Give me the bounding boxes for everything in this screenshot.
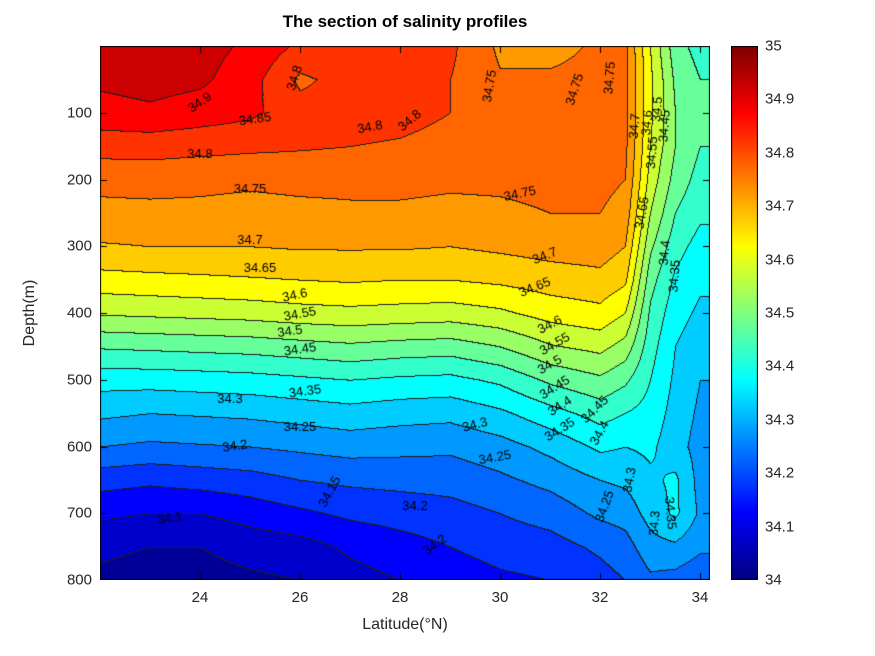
- y-tick-label: 200: [66, 171, 92, 188]
- colorbar-tick-label: 34: [765, 571, 782, 589]
- colorbar-tick-label: 34.7: [765, 197, 795, 215]
- x-tick-label: 34: [691, 589, 709, 606]
- colorbar-tick-label: 34.9: [765, 90, 795, 108]
- x-tick-label: 28: [391, 589, 409, 606]
- colorbar-tick-label: 34.2: [765, 464, 795, 482]
- x-tick-label: 26: [291, 589, 309, 606]
- colorbar-canvas: [731, 46, 758, 580]
- x-tick-label: 30: [491, 589, 509, 606]
- x-axis-label: Latitude(°N): [362, 616, 448, 633]
- y-tick-label: 400: [66, 304, 92, 322]
- y-tick-label: 700: [66, 504, 92, 522]
- colorbar-tick-label: 34.6: [765, 251, 795, 269]
- colorbar-tick-label: 34.5: [765, 304, 795, 322]
- y-tick-label: 500: [66, 371, 92, 389]
- chart-title: The section of salinity profiles: [282, 12, 528, 31]
- colorbar-tick-label: 35: [765, 37, 782, 55]
- y-tick-label: 100: [66, 104, 92, 122]
- colorbar-tick-label: 34.1: [765, 518, 795, 536]
- contour-plot-canvas: [100, 46, 710, 580]
- y-axis-label: Depth(m): [21, 279, 38, 347]
- colorbar-tick-label: 34.3: [765, 411, 795, 429]
- colorbar-tick-label: 34.8: [765, 144, 795, 162]
- x-tick-label: 24: [191, 589, 209, 606]
- y-tick-label: 800: [66, 571, 92, 589]
- colorbar-tick-label: 34.4: [765, 357, 795, 375]
- y-tick-label: 600: [66, 438, 92, 455]
- y-tick-label: 300: [66, 237, 92, 255]
- x-tick-label: 32: [591, 589, 609, 606]
